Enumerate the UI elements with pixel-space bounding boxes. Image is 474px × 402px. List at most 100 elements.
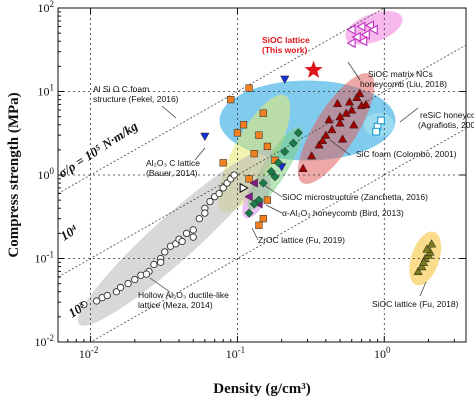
annotation-label-4: Al Si O C foam xyxy=(93,84,149,94)
point-s5-2 xyxy=(259,109,267,117)
point-s1-2 xyxy=(364,20,374,31)
x-tick-label-1: 10-1 xyxy=(226,345,246,361)
point-s8-5 xyxy=(280,147,290,157)
point-s3-17 xyxy=(355,88,365,97)
point-s9-23 xyxy=(219,184,227,192)
point-s5-6 xyxy=(263,142,272,151)
x-axis-title: Density (g/cm³) xyxy=(213,381,310,397)
point-s9-1 xyxy=(93,297,101,305)
point-s8-0 xyxy=(244,208,254,218)
point-s3-14 xyxy=(317,135,328,144)
annotation-label-8: SiC foam (Colombo, 2001) xyxy=(356,149,457,159)
annotation-label-14: Hollow Al₂O₃ ductile-like xyxy=(138,290,229,300)
point-s3-12 xyxy=(335,111,345,121)
annotation-leaders xyxy=(149,61,427,297)
point-s8-6 xyxy=(288,138,298,148)
y-tick-label-4: 102 xyxy=(38,0,55,15)
point-s8-7 xyxy=(293,128,303,138)
point-s9-0 xyxy=(80,301,88,309)
point-s3-15 xyxy=(337,134,348,143)
y-tick-label-1: 10-1 xyxy=(35,250,55,266)
point-s1-4 xyxy=(360,29,370,40)
annotation-label-7: (Agrafiotis, 2007) xyxy=(418,120,474,130)
annotation-label-10: (Bauer, 2014) xyxy=(146,168,198,178)
point-s9-29 xyxy=(157,258,165,266)
point-s5-3 xyxy=(239,121,248,129)
point-s9-3 xyxy=(103,291,111,300)
annotation-label-6: reSiC honeycomb xyxy=(420,110,474,120)
point-s0-0 xyxy=(304,60,323,78)
annotation-label-13: ZrOC lattice (Fu, 2019) xyxy=(258,235,345,245)
point-s3-4 xyxy=(327,124,337,134)
point-s6-0 xyxy=(239,182,249,194)
leader-line-2 xyxy=(399,107,419,123)
region-5 xyxy=(247,127,303,210)
point-s4-2 xyxy=(372,127,381,136)
annotation-label-11: SiOC microstructure (Zanchetta, 2016) xyxy=(282,192,428,202)
point-s4-1 xyxy=(377,116,385,125)
point-s5-9 xyxy=(219,159,227,167)
point-s5-1 xyxy=(245,84,253,92)
point-s8-3 xyxy=(266,166,276,177)
point-s9-31 xyxy=(201,209,209,217)
point-s9-28 xyxy=(178,237,186,246)
point-s3-0 xyxy=(298,163,308,172)
axis-ticks: 10-2 10-1 100 10-2 10-1 100 101 102 xyxy=(35,0,466,361)
point-s10-0 xyxy=(413,266,423,276)
point-s8-8 xyxy=(249,199,259,209)
point-s1-0 xyxy=(346,24,356,35)
point-s2-1 xyxy=(280,75,290,85)
y-tick-label-0: 10-2 xyxy=(35,333,55,349)
point-s9-16 xyxy=(182,229,191,238)
point-s5-4 xyxy=(255,131,263,139)
data-points xyxy=(80,20,437,309)
point-s9-10 xyxy=(150,260,158,269)
point-s5-0 xyxy=(227,95,235,104)
point-s3-13 xyxy=(324,114,334,124)
point-s9-18 xyxy=(195,215,203,223)
point-s5-7 xyxy=(250,150,258,158)
point-s3-1 xyxy=(307,151,317,160)
x-tick-label-0: 10-2 xyxy=(79,345,99,361)
point-s1-6 xyxy=(346,37,356,49)
point-s3-18 xyxy=(361,99,371,109)
point-s1-3 xyxy=(351,31,361,43)
y-tick-label-3: 101 xyxy=(38,83,55,99)
y-tick-label-2: 100 xyxy=(38,166,55,182)
point-s10-1 xyxy=(417,261,427,271)
point-s10-7 xyxy=(422,244,432,253)
point-s1-5 xyxy=(368,24,378,35)
leader-line-0 xyxy=(347,61,361,81)
leader-line-6 xyxy=(265,204,283,214)
annotation-label-0: SiOC lattice xyxy=(262,35,310,45)
leader-line-4 xyxy=(194,147,206,161)
annotation-label-5: structure (Fekel, 2016) xyxy=(93,94,179,104)
guide-label-1: 10⁴ xyxy=(57,221,80,243)
leader-line-1 xyxy=(161,105,177,119)
point-s10-6 xyxy=(418,257,429,266)
annotation-label-15: lattice (Meza, 2014) xyxy=(138,300,213,310)
point-s5-5 xyxy=(233,129,242,137)
point-s9-6 xyxy=(124,279,132,288)
point-s9-20 xyxy=(206,197,214,206)
point-s1-7 xyxy=(358,36,368,47)
point-s3-16 xyxy=(349,120,359,129)
point-s7-0 xyxy=(244,192,253,202)
point-s8-9 xyxy=(270,172,280,182)
point-s9-5 xyxy=(116,283,125,292)
point-s1-1 xyxy=(356,21,366,32)
leader-line-7 xyxy=(251,227,259,241)
x-tick-label-2: 100 xyxy=(374,345,391,361)
point-s3-5 xyxy=(335,118,345,127)
point-s9-30 xyxy=(142,270,151,278)
annotation-label-9: Al₂O₃ C lattice xyxy=(146,158,200,168)
point-s3-3 xyxy=(321,130,331,139)
point-s5-13 xyxy=(255,221,263,229)
annotation-label-16: SiOC lattice (Fu, 2018) xyxy=(372,299,459,309)
point-s9-26 xyxy=(230,171,238,179)
point-s2-0 xyxy=(200,132,210,142)
leader-line-9 xyxy=(419,281,427,297)
point-s8-4 xyxy=(273,158,283,168)
annotation-label-3: honeycomb (Liu, 2018) xyxy=(360,79,447,89)
